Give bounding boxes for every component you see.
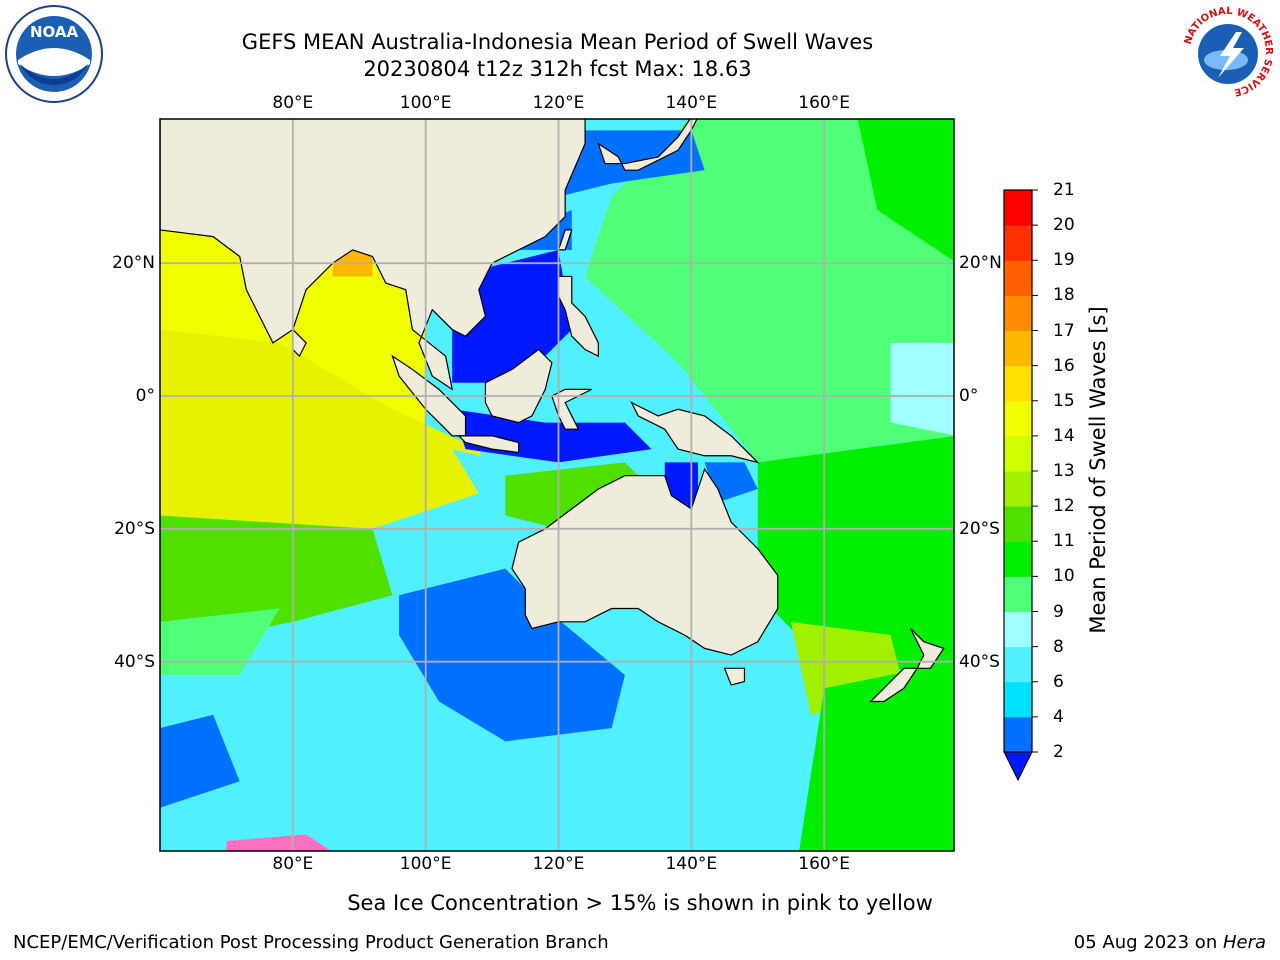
- colorbar-tick-label: 21: [1053, 180, 1075, 200]
- lon-label-bottom: 160°E: [798, 854, 851, 874]
- land-philippines: [557, 275, 599, 358]
- land-korea-japan: [597, 119, 698, 171]
- colorbar-segment: [1004, 506, 1032, 542]
- land-nz-south: [869, 667, 919, 703]
- colorbar-tick-label: 15: [1053, 390, 1075, 411]
- land-java: [457, 435, 520, 454]
- land-nz-north: [909, 628, 945, 669]
- colorbar-segment: [1004, 260, 1032, 296]
- field-south-blue1: [399, 568, 625, 742]
- lon-label-bottom: 140°E: [665, 854, 718, 874]
- colorbar-segment: [1004, 435, 1032, 472]
- colorbar-tick-label: 18: [1053, 285, 1075, 306]
- land-sulawesi: [551, 388, 592, 430]
- colorbar-segment: [1004, 646, 1032, 683]
- lon-label-top: 140°E: [665, 93, 718, 113]
- colorbar-segment: [1004, 225, 1032, 261]
- colorbar-segment: [1004, 400, 1032, 437]
- lat-label-left: 20°N: [112, 253, 155, 274]
- footer-date: 05 Aug 2023 on Hera: [1073, 932, 1266, 953]
- colorbar-tick-label: 17: [1053, 320, 1075, 341]
- colorbar-segment: [1004, 611, 1032, 648]
- colorbar-segment: [1004, 295, 1032, 331]
- colorbar-tick-label: 12: [1053, 496, 1075, 517]
- chart-subtitle: 20230804 t12z 312h fcst Max: 18.63: [363, 57, 752, 81]
- colorbar-segment: [1004, 365, 1032, 402]
- footer-branch: NCEP/EMC/Verification Post Processing Pr…: [13, 932, 609, 953]
- colorbar-segment: [1004, 190, 1032, 226]
- field-south-cyan: [160, 674, 954, 851]
- colorbar-label: Mean Period of Swell Waves [s]: [1086, 306, 1110, 634]
- colorbar-tick-label: 2: [1053, 742, 1064, 762]
- lat-label-left: 0°: [135, 386, 155, 406]
- land-borneo: [484, 348, 553, 424]
- colorbar-tick-label: 16: [1053, 355, 1075, 376]
- lon-label-bottom: 80°E: [272, 854, 314, 874]
- colorbar-tick-label: 11: [1053, 531, 1075, 552]
- field-pacific-lightgreen: [585, 119, 954, 463]
- graticule: [160, 119, 954, 851]
- colorbar-tick-label: 4: [1053, 706, 1064, 727]
- colorbar-tick-label: 14: [1053, 425, 1075, 446]
- land-asia: [160, 119, 586, 391]
- footer-machine: Hera: [1222, 932, 1266, 953]
- colorbar: [1003, 189, 1038, 782]
- colorbar-segment: [1004, 681, 1032, 718]
- nws-logo-icon: NATIONAL WEATHER SERVICE: [1180, 4, 1276, 100]
- lat-label-left: 20°S: [114, 518, 155, 539]
- noaa-logo-icon: NOAA: [5, 5, 103, 103]
- field-coral-green: [757, 436, 954, 675]
- land-masses: [160, 119, 945, 703]
- field-timor-green: [505, 462, 652, 529]
- colorbar-segment: [1004, 330, 1032, 367]
- svg-text:NOAA: NOAA: [30, 23, 79, 41]
- lon-label-top: 120°E: [532, 93, 585, 113]
- lon-label-bottom: 100°E: [399, 854, 452, 874]
- land-taiwan: [557, 229, 573, 251]
- colorbar-tick-label: 13: [1053, 461, 1075, 481]
- map-frame: [159, 118, 955, 852]
- field-south-blue2: [160, 714, 240, 808]
- field-pacific-cyan: [890, 342, 954, 436]
- colorbar-segment: [1004, 471, 1032, 507]
- field-nz-green: [799, 662, 954, 851]
- sea-ice-note: Sea Ice Concentration > 15% is shown in …: [347, 891, 933, 915]
- lat-label-right: 20°N: [959, 253, 1002, 274]
- colorbar-tick-label: 19: [1053, 250, 1075, 271]
- field-pacific-green: [857, 119, 954, 262]
- land-tasmania: [723, 667, 746, 686]
- colorbar-tick-label: 8: [1053, 636, 1064, 657]
- lat-label-left: 40°S: [114, 651, 155, 672]
- colorbar-tick-label: 9: [1053, 601, 1064, 622]
- field-pink-ice: [226, 834, 332, 851]
- colorbar-tick-label: 20: [1053, 215, 1075, 236]
- colorbar-segment: [1004, 576, 1032, 612]
- colorbar-tick-label: 10: [1053, 566, 1075, 587]
- lat-label-right: 0°: [959, 386, 979, 406]
- colorbar-segment: [1004, 716, 1032, 753]
- colorbar-segment: [1004, 541, 1032, 577]
- lon-label-top: 80°E: [272, 93, 314, 113]
- colorbar-tick-label: 6: [1053, 671, 1064, 692]
- field-indian-green: [160, 515, 393, 649]
- field-indian-yellow: [160, 329, 493, 543]
- chart-title: GEFS MEAN Australia-Indonesia Mean Perio…: [241, 30, 874, 54]
- colorbar-under-arrow: [1003, 751, 1033, 782]
- land-new-guinea: [630, 401, 760, 464]
- lon-label-bottom: 120°E: [532, 854, 585, 874]
- lon-label-top: 160°E: [798, 93, 851, 113]
- land-australia: [511, 467, 779, 656]
- field-indian-lightgreen: [160, 608, 280, 689]
- lat-label-right: 40°S: [959, 651, 1000, 672]
- lon-label-top: 100°E: [399, 93, 452, 113]
- lat-label-right: 20°S: [959, 518, 1000, 539]
